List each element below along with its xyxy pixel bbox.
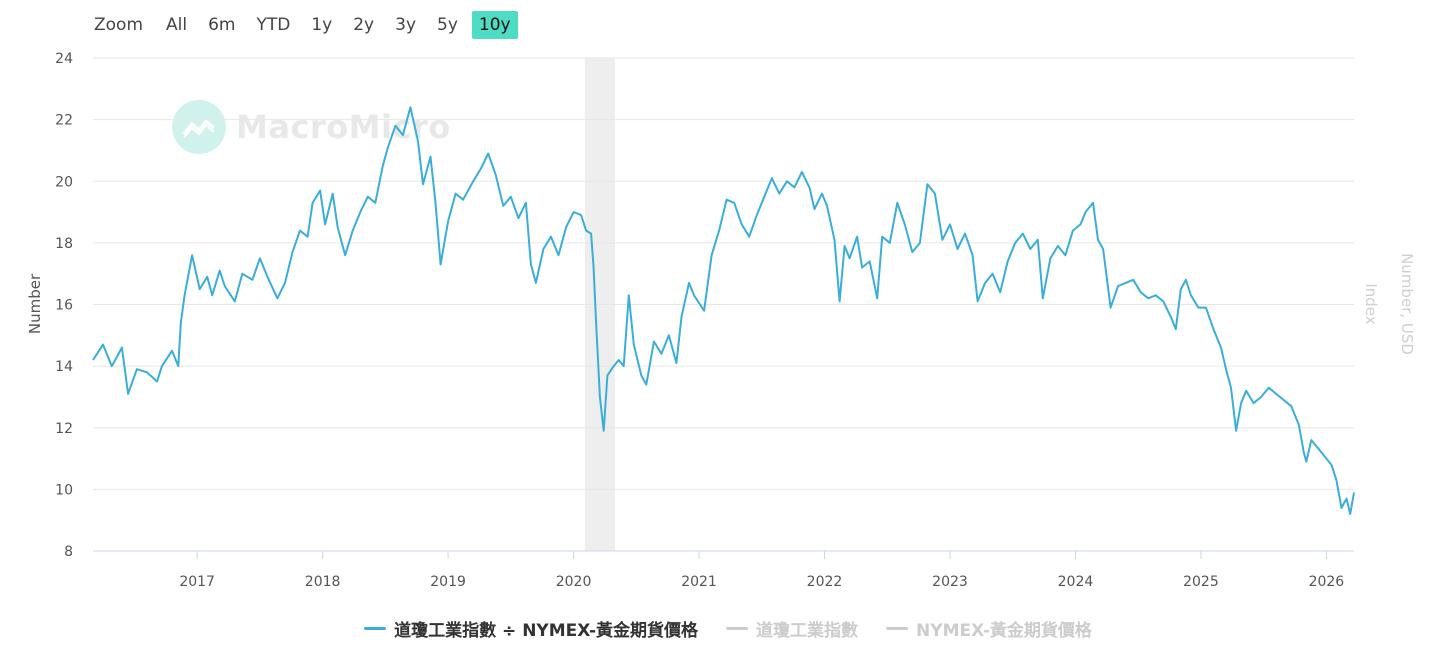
y-tick-label: 8	[64, 544, 73, 560]
zoom-button-2y[interactable]: 2y	[353, 15, 375, 35]
x-tick-label: 2017	[179, 574, 215, 590]
x-tick-label: 2020	[556, 574, 592, 590]
x-tick-label: 2026	[1309, 574, 1345, 590]
zoom-button-all[interactable]: All	[166, 15, 188, 35]
y-axis-title-right-secondary: Index	[1362, 283, 1380, 324]
x-tick-label: 2021	[681, 574, 717, 590]
x-tick-label: 2019	[430, 574, 466, 590]
zoom-label: Zoom	[94, 15, 144, 35]
y-tick-label: 14	[55, 359, 73, 375]
y-tick-label: 16	[55, 298, 73, 314]
x-tick-label: 2023	[932, 574, 968, 590]
zoom-button-1y[interactable]: 1y	[311, 15, 333, 35]
y-axis-title: Number	[26, 273, 44, 334]
legend-swatch-ratio	[364, 627, 387, 630]
legend-item-dow[interactable]: 道瓊工業指數	[726, 616, 858, 641]
chart-area: 2017 2018 2019 2020 2021 2022 2023 2024 2025 2026…	[26, 51, 1416, 590]
legend: 道瓊工業指數 ÷ NYMEX-黃金期貨價格 道瓊工業指數 NYMEX-黃金期貨價…	[0, 616, 1456, 641]
zoom-button-10y[interactable]: 10y	[471, 11, 518, 39]
legend-label-gold: NYMEX-黃金期貨價格	[916, 621, 1092, 641]
legend-swatch-gold	[886, 627, 909, 630]
x-tick-label: 2024	[1058, 574, 1094, 590]
macromicro-logo-icon	[172, 100, 226, 154]
y-tick-label: 22	[55, 113, 73, 129]
y-tick-label: 10	[55, 482, 73, 498]
legend-item-ratio[interactable]: 道瓊工業指數 ÷ NYMEX-黃金期貨價格	[364, 616, 698, 641]
y-axis-title-right: Number, USD	[1398, 253, 1416, 355]
zoom-button-6m[interactable]: 6m	[208, 15, 236, 35]
y-axis: 8 10 12 14 16 18 20 22 24	[55, 51, 73, 560]
y-tick-label: 12	[55, 421, 73, 437]
x-tick-label: 2025	[1183, 574, 1219, 590]
x-axis: 2017 2018 2019 2020 2021 2022 2023 2024 2025 2026	[179, 551, 1344, 590]
y-tick-label: 20	[55, 174, 73, 190]
x-tick-label: 2022	[807, 574, 843, 590]
legend-item-gold[interactable]: NYMEX-黃金期貨價格	[886, 616, 1092, 641]
watermark-logo: MacroMicro	[172, 100, 451, 154]
zoom-button-5y[interactable]: 5y	[437, 15, 458, 35]
legend-label-ratio: 道瓊工業指數 ÷ NYMEX-黃金期貨價格	[394, 621, 699, 641]
zoom-button-ytd[interactable]: YTD	[256, 15, 291, 35]
y-tick-label: 18	[55, 236, 73, 252]
zoom-toolbar: Zoom All 6m YTD 1y 2y 3y 5y 10y	[88, 9, 525, 41]
series-line-dow-gold-ratio	[92, 106, 1355, 515]
gridlines	[93, 57, 1354, 552]
legend-swatch-dow	[726, 627, 749, 630]
x-tick-label: 2018	[305, 574, 341, 590]
zoom-button-3y[interactable]: 3y	[395, 15, 417, 35]
y-tick-label: 24	[55, 51, 73, 67]
legend-label-dow: 道瓊工業指數	[756, 621, 859, 641]
